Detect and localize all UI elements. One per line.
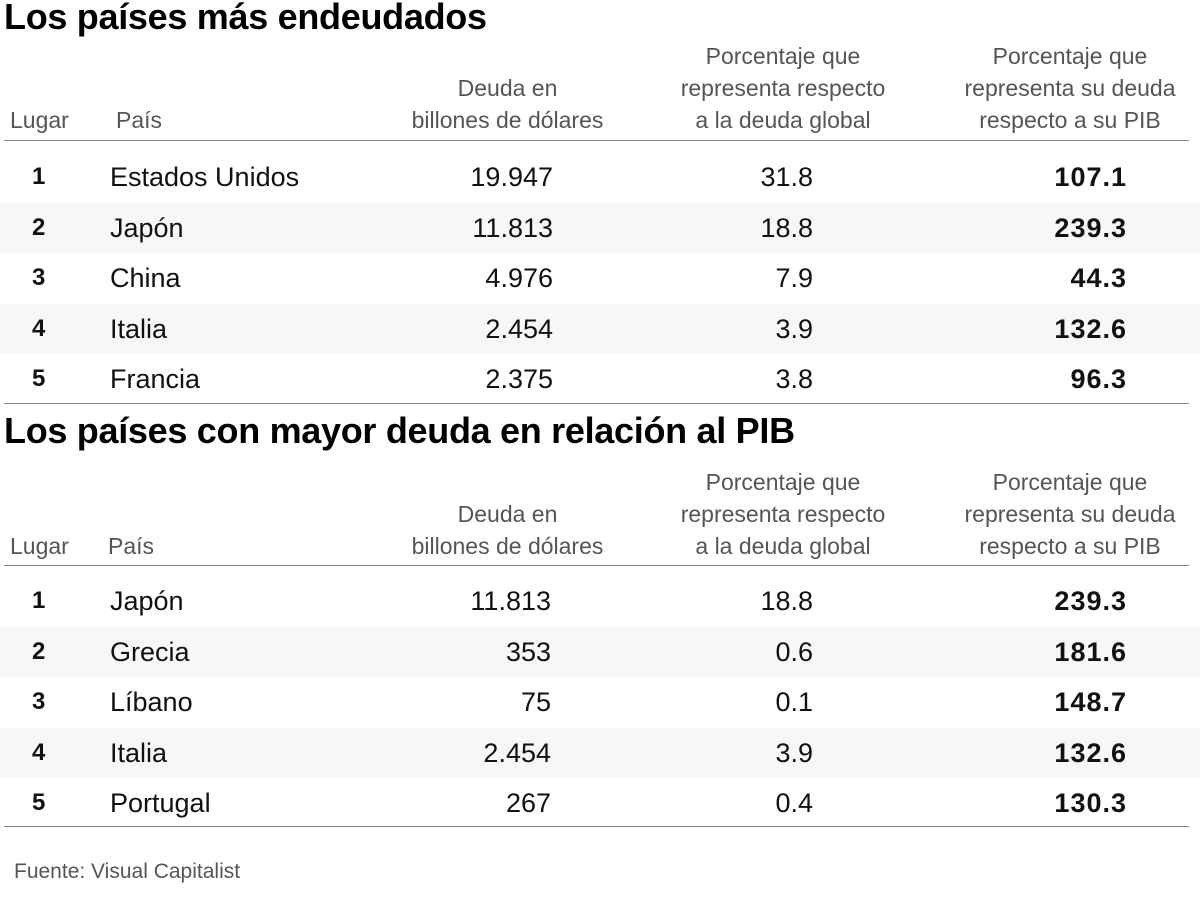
- column-header-line: Lugar: [10, 107, 69, 133]
- cell-share: 0.1: [775, 687, 813, 717]
- column-header-share: Porcentaje que representa respecto a la de…: [648, 40, 918, 136]
- cell-rank: 5: [32, 365, 46, 392]
- table-row: 2 Grecia 353 0.6 181.6: [0, 626, 1200, 677]
- cell-share: 7.9: [775, 263, 813, 293]
- cell-gdp: 132.6: [1054, 737, 1127, 768]
- cell-debt: 4.976: [485, 263, 553, 293]
- cell-gdp: 148.7: [1054, 687, 1127, 717]
- cell-country: Japón: [110, 212, 184, 243]
- cell-share: 3.9: [775, 313, 813, 344]
- table-row: 5 Francia 2.375 3.8 96.3: [0, 354, 1200, 404]
- cell-debt: 2.375: [485, 364, 553, 394]
- cell-gdp: 107.1: [1054, 162, 1127, 192]
- column-header-rank: Lugar: [10, 104, 90, 136]
- column-header-debt: Deuda en billones de dólares: [380, 72, 635, 136]
- column-header-line: billones de dólares: [411, 533, 604, 559]
- cell-rank: 4: [32, 314, 46, 342]
- cell-debt: 353: [505, 636, 551, 667]
- cell-gdp: 96.3: [1070, 364, 1127, 394]
- table-row: 2 Japón 11.813 18.8 239.3: [0, 202, 1200, 253]
- column-header-line: representa su deuda: [964, 501, 1176, 527]
- column-header-line: Porcentaje que: [992, 43, 1148, 69]
- column-header-line: Porcentaje que: [705, 43, 861, 69]
- column-header-rank: Lugar: [10, 530, 90, 562]
- column-header-line: representa respecto: [680, 75, 886, 101]
- cell-debt: 11.813: [470, 586, 551, 616]
- table-row: 1 Estados Unidos 19.947 31.8 107.1: [0, 152, 1200, 202]
- cell-rank: 4: [32, 738, 46, 766]
- cell-share: 18.8: [760, 586, 813, 616]
- cell-country: Italia: [110, 737, 168, 768]
- cell-country: Portugal: [110, 788, 211, 818]
- cell-country: China: [110, 263, 181, 293]
- column-header-share: Porcentaje que representa respecto a la de…: [648, 466, 918, 562]
- header-rule: [4, 140, 1189, 141]
- cell-debt: 11.813: [472, 212, 553, 243]
- cell-country: Grecia: [110, 636, 190, 667]
- column-header-line: País: [108, 533, 155, 559]
- table-row: 4 Italia 2.454 3.9 132.6: [0, 727, 1200, 778]
- cell-share: 31.8: [760, 162, 813, 192]
- column-header-line: respecto a su PIB: [979, 107, 1161, 133]
- cell-gdp: 239.3: [1054, 586, 1127, 616]
- table-title: Los países más endeudados: [4, 0, 487, 37]
- cell-gdp: 130.3: [1054, 788, 1127, 818]
- column-header-line: Deuda en: [457, 75, 558, 101]
- cell-gdp: 132.6: [1054, 313, 1127, 344]
- cell-rank: 2: [32, 213, 46, 241]
- table-title: Los países con mayor deuda en relación a…: [4, 410, 795, 451]
- header-rule: [4, 565, 1189, 566]
- cell-share: 18.8: [760, 212, 813, 243]
- column-header-country: País: [116, 104, 236, 136]
- table-row: 3 Líbano 75 0.1 148.7: [0, 677, 1200, 727]
- cell-rank: 1: [32, 163, 46, 190]
- column-header-debt: Deuda en billones de dólares: [380, 498, 635, 562]
- column-header-line: a la deuda global: [695, 533, 871, 559]
- cell-rank: 5: [32, 789, 46, 816]
- column-header-line: Porcentaje que: [705, 469, 861, 495]
- cell-share: 3.8: [775, 364, 813, 394]
- column-header-line: representa respecto: [680, 501, 886, 527]
- column-header-line: a la deuda global: [695, 107, 871, 133]
- cell-country: Japón: [110, 586, 184, 616]
- cell-debt: 267: [505, 788, 551, 818]
- cell-debt: 19.947: [470, 162, 553, 192]
- cell-rank: 2: [32, 637, 46, 665]
- cell-gdp: 44.3: [1070, 263, 1127, 293]
- column-header-line: respecto a su PIB: [979, 533, 1161, 559]
- cell-rank: 1: [32, 587, 46, 614]
- cell-share: 0.6: [775, 636, 813, 667]
- cell-rank: 3: [32, 688, 46, 715]
- column-header-line: billones de dólares: [411, 107, 604, 133]
- section-rule: [4, 403, 1189, 404]
- cell-debt: 75: [520, 687, 551, 717]
- column-header-line: País: [116, 107, 163, 133]
- section-rule: [4, 826, 1189, 827]
- cell-country: Italia: [110, 313, 168, 344]
- column-header-gdp: Porcentaje que representa su deuda respect…: [935, 40, 1200, 136]
- column-header-line: representa su deuda: [964, 75, 1176, 101]
- column-header-line: Lugar: [10, 533, 69, 559]
- column-header-gdp: Porcentaje que representa su deuda respect…: [935, 466, 1200, 562]
- cell-debt: 2.454: [485, 313, 553, 344]
- cell-country: Francia: [110, 364, 201, 394]
- cell-country: Estados Unidos: [110, 162, 300, 192]
- cell-share: 3.9: [775, 737, 813, 768]
- cell-gdp: 181.6: [1054, 636, 1127, 667]
- cell-rank: 3: [32, 264, 46, 291]
- table-row: 4 Italia 2.454 3.9 132.6: [0, 303, 1200, 354]
- table-row: 1 Japón 11.813 18.8 239.3: [0, 576, 1200, 626]
- cell-gdp: 239.3: [1054, 212, 1127, 243]
- column-header-line: Porcentaje que: [992, 469, 1148, 495]
- column-header-country: País: [108, 530, 228, 562]
- cell-debt: 2.454: [483, 737, 551, 768]
- cell-share: 0.4: [775, 788, 813, 818]
- source-note: Fuente: Visual Capitalist: [14, 860, 241, 883]
- cell-country: Líbano: [110, 687, 193, 717]
- table-row: 3 China 4.976 7.9 44.3: [0, 253, 1200, 303]
- table-row: 5 Portugal 267 0.4 130.3: [0, 778, 1200, 828]
- column-header-line: Deuda en: [457, 501, 558, 527]
